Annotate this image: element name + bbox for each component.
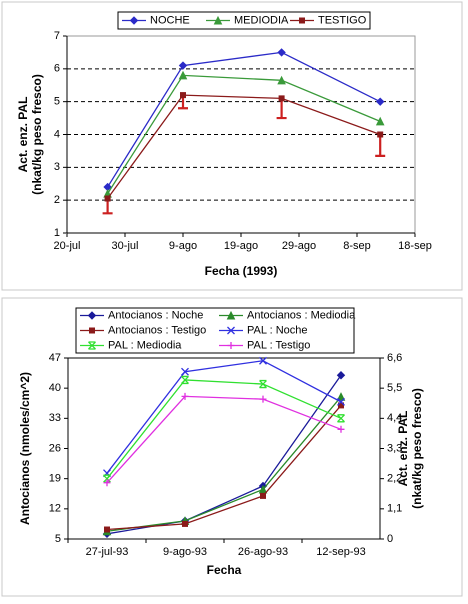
y-tick-label: 40	[49, 382, 61, 394]
marker	[87, 311, 97, 320]
x-tick-label: 12-sep-93	[316, 546, 366, 558]
y-axis-title: (nkat/kg peso fresco)	[30, 74, 44, 195]
y2-tick-label: 3,3	[387, 442, 402, 454]
marker	[104, 526, 110, 533]
y-tick-label: 5	[55, 533, 61, 545]
legend-label: PAL : Noche	[247, 324, 308, 336]
legend-label: PAL : Mediodia	[108, 339, 182, 351]
legend-label: TESTIGO	[318, 14, 367, 26]
marker	[259, 356, 267, 365]
marker	[181, 392, 189, 400]
y-tick-label: 3	[54, 161, 60, 173]
y-axis-title: Antocianos (nmoles/cm^2)	[18, 372, 32, 525]
y-tick-label: 6	[54, 63, 60, 75]
error-bar	[375, 134, 386, 157]
x-tick-label: 30-jul	[112, 240, 139, 252]
marker	[227, 342, 235, 349]
legend-label: Antocianos : Noche	[108, 309, 203, 321]
y2-tick-label: 5,5	[387, 382, 402, 394]
x-tick-label: 8-sep	[343, 240, 371, 252]
y-tick-label: 1	[54, 227, 60, 239]
legend-box	[75, 307, 355, 354]
marker	[226, 310, 236, 320]
marker	[89, 327, 95, 334]
marker	[88, 341, 96, 350]
marker	[337, 397, 345, 406]
y2-axis-title: (nkat/kg peso fresco)	[410, 388, 424, 509]
series-line	[107, 51, 381, 188]
y2-tick-label: 0	[387, 533, 393, 545]
y-tick-label: 26	[49, 442, 61, 454]
error-bar	[276, 98, 287, 120]
marker	[181, 367, 189, 376]
marker	[336, 392, 346, 401]
marker	[182, 520, 188, 527]
legend-label: NOCHE	[150, 14, 190, 26]
series-line	[107, 74, 381, 194]
marker	[260, 492, 266, 499]
x-tick-label: 9-ago	[169, 240, 197, 252]
y-tick-label: 4	[54, 128, 60, 140]
marker	[277, 48, 286, 57]
legend-label: MEDIODIA	[234, 14, 289, 26]
marker	[103, 479, 111, 487]
legend-box	[117, 11, 371, 30]
x-tick-label: 19-ago	[224, 240, 258, 252]
x-axis-title: Fecha (1993)	[205, 264, 278, 278]
marker	[178, 70, 188, 80]
marker	[336, 371, 346, 380]
marker	[104, 195, 111, 202]
series-line	[106, 404, 342, 531]
marker	[278, 95, 285, 102]
marker	[259, 395, 267, 403]
series-line	[106, 360, 342, 474]
marker	[337, 425, 345, 433]
y2-tick-label: 2,2	[387, 473, 402, 485]
marker	[103, 474, 111, 483]
y-tick-label: 5	[54, 96, 60, 108]
y2-axis-title: Act. enz. PAL	[396, 411, 410, 487]
marker	[277, 75, 286, 85]
marker	[338, 402, 344, 409]
y-tick-label: 2	[54, 194, 60, 206]
y-tick-label: 12	[49, 503, 61, 515]
marker	[181, 375, 189, 385]
x-tick-label: 18-sep	[398, 240, 432, 252]
y2-tick-label: 1,1	[387, 503, 402, 515]
legend-label: PAL : Testigo	[247, 339, 310, 351]
marker	[377, 131, 384, 138]
marker	[337, 414, 345, 423]
x-tick-label: 27-jul-93	[86, 546, 129, 558]
x-tick-label: 26-ago-93	[238, 546, 288, 558]
marker	[259, 379, 267, 389]
marker	[180, 92, 186, 99]
x-tick-label: 9-ago-93	[163, 546, 207, 558]
legend-label: Antocianos : Mediodia	[247, 309, 356, 321]
y2-tick-label: 4,4	[387, 412, 402, 424]
series-line	[106, 395, 342, 484]
marker	[129, 16, 139, 25]
y-axis-title: Act. enz. PAL	[16, 97, 30, 173]
marker	[375, 116, 385, 126]
x-axis-title: Fecha	[207, 563, 242, 577]
marker	[213, 15, 223, 25]
y-tick-label: 47	[49, 352, 61, 364]
marker	[178, 61, 188, 70]
marker	[227, 326, 235, 335]
panel	[1, 1, 463, 291]
y-tick-label: 7	[54, 30, 60, 42]
y2-tick-label: 6,6	[387, 352, 402, 364]
series-line	[107, 94, 381, 199]
marker	[299, 17, 305, 24]
y-tick-label: 19	[49, 473, 61, 485]
x-tick-label: 20-jul	[54, 240, 81, 252]
x-tick-label: 29-ago	[282, 240, 316, 252]
legend-label: Antocianos : Testigo	[108, 324, 206, 336]
marker	[375, 97, 385, 106]
series-line	[106, 379, 342, 480]
y-tick-label: 33	[49, 412, 61, 424]
